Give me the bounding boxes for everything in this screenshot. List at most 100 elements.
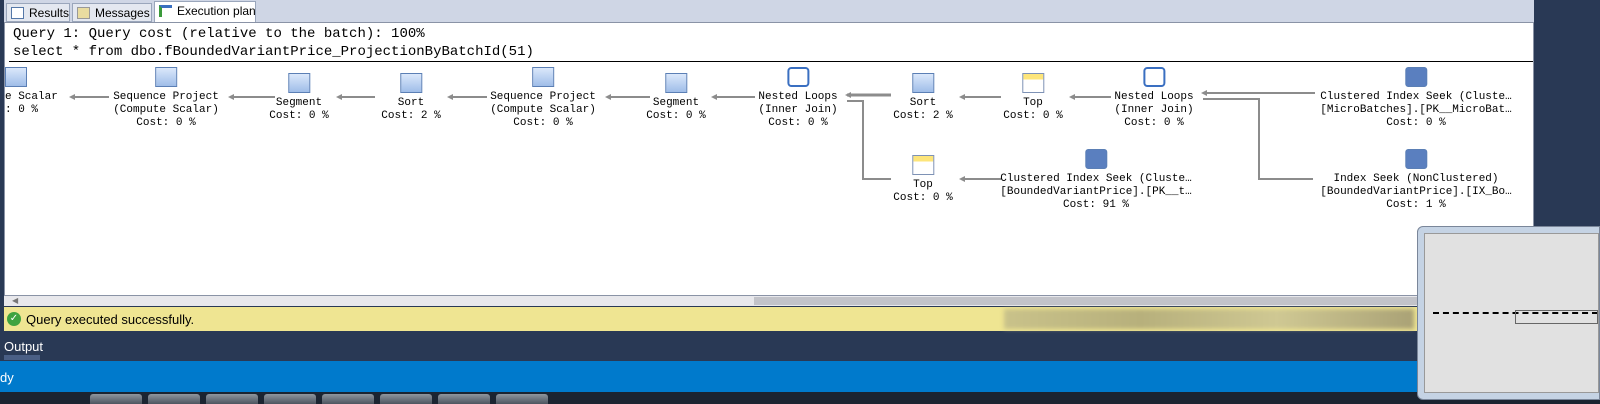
node-label: Nested Loops [1114, 91, 1194, 103]
arrow-head-icon [605, 94, 611, 100]
sort-icon [399, 73, 422, 93]
node-label: (Compute Scalar) [490, 104, 596, 116]
plan-node-index-seek[interactable]: Index Seek (NonClustered) [BoundedVariant… [1320, 149, 1512, 212]
nested-loops-icon [1143, 67, 1165, 87]
messages-icon [77, 7, 90, 19]
node-label: Cost: 2 % [893, 110, 953, 122]
node-label: [MicroBatches].[PK__MicroBat… [1320, 104, 1512, 116]
node-label: Top [913, 179, 933, 191]
floating-window-preview[interactable] [1417, 226, 1600, 400]
taskbar [0, 392, 1600, 404]
node-label: (Compute Scalar) [113, 104, 219, 116]
node-label: Cost: 0 % [1386, 117, 1446, 129]
scrollbar-thumb[interactable] [754, 297, 1534, 305]
plan-edge [847, 100, 891, 180]
arrow-head-icon [1069, 94, 1075, 100]
node-label: Cost: 0 % [136, 117, 196, 129]
segment-icon [664, 73, 687, 93]
plan-node-compute-scalar[interactable]: e Scalar: 0 % [5, 67, 58, 117]
blurred-connection-info [1004, 309, 1414, 329]
top-icon [911, 155, 934, 175]
plan-node-segment-1[interactable]: Segment Cost: 0 % [269, 73, 329, 123]
node-label: Cost: 0 % [646, 110, 706, 122]
sort-icon [911, 73, 934, 93]
node-label: Cost: 1 % [1386, 199, 1446, 211]
plan-node-clustered-index-seek-2[interactable]: Clustered Index Seek (Cluste… [BoundedVar… [1000, 149, 1192, 212]
plan-edge [1203, 98, 1313, 180]
tab-execution-plan[interactable]: Execution plan [154, 1, 256, 22]
status-message: Query executed successfully. [26, 312, 195, 327]
node-label: Index Seek (NonClustered) [1333, 173, 1499, 185]
tab-results[interactable]: Results [6, 3, 70, 22]
node-label: Cost: 0 % [513, 117, 573, 129]
execution-plan-icon [159, 5, 172, 17]
arrow-head-icon [228, 94, 234, 100]
plan-node-sequence-project-2[interactable]: Sequence Project (Compute Scalar) Cost: 0 … [490, 67, 596, 130]
node-label: (Inner Join) [1114, 104, 1194, 116]
plan-node-clustered-index-seek-1[interactable]: Clustered Index Seek (Cluste… [MicroBatch… [1320, 67, 1512, 130]
plan-header: Query 1: Query cost (relative to the bat… [13, 25, 534, 61]
taskbar-button[interactable] [90, 394, 142, 404]
node-label: Clustered Index Seek (Cluste… [1320, 91, 1512, 103]
segment-icon [287, 73, 310, 93]
nested-loops-icon [787, 67, 809, 87]
plan-node-sort-2[interactable]: Sort Cost: 2 % [893, 73, 953, 123]
top-icon [1021, 73, 1044, 93]
arrow-head-icon [447, 94, 453, 100]
node-label: Top [1023, 97, 1043, 109]
output-label: Output [4, 339, 44, 354]
node-label: Cost: 0 % [768, 117, 828, 129]
taskbar-button[interactable] [206, 394, 258, 404]
header-divider [9, 61, 1533, 62]
node-label: Segment [275, 97, 323, 109]
scroll-left-icon[interactable]: ◀ [12, 296, 19, 305]
plan-node-top-1[interactable]: Top Cost: 0 % [1003, 73, 1063, 123]
query-cost: Query 1: Query cost (relative to the bat… [13, 26, 425, 42]
compute-scalar-icon [5, 67, 27, 87]
node-label: : 0 % [5, 104, 39, 116]
taskbar-button[interactable] [438, 394, 490, 404]
taskbar-button[interactable] [380, 394, 432, 404]
node-label: Cost: 0 % [269, 110, 329, 122]
output-panel-tab[interactable]: Output [0, 331, 1420, 360]
plan-node-sort-1[interactable]: Sort Cost: 2 % [381, 73, 441, 123]
query-sql: select * from dbo.fBoundedVariantPrice_P… [13, 44, 534, 60]
tab-label: Execution plan [177, 4, 256, 18]
taskbar-button[interactable] [496, 394, 548, 404]
execution-plan-panel: Query 1: Query cost (relative to the bat… [4, 22, 1534, 296]
tab-messages[interactable]: Messages [72, 3, 152, 22]
arrow-head-icon [845, 92, 851, 98]
horizontal-scrollbar[interactable]: ◀ [4, 296, 1534, 306]
sequence-project-icon [155, 67, 177, 87]
node-label: Cost: 0 % [1124, 117, 1184, 129]
node-label: e Scalar [5, 91, 58, 103]
arrow-head-icon [1201, 90, 1207, 96]
plan-node-sequence-project-1[interactable]: Sequence Project (Compute Scalar) Cost: 0 … [113, 67, 219, 130]
node-label: Cost: 0 % [1003, 110, 1063, 122]
tab-label: Messages [95, 6, 150, 20]
success-check-icon: ✓ [7, 312, 21, 326]
node-label: Clustered Index Seek (Cluste… [1000, 173, 1192, 185]
arrow-head-icon [336, 94, 342, 100]
node-label: Sort [909, 97, 937, 109]
taskbar-button[interactable] [322, 394, 374, 404]
plan-node-segment-2[interactable]: Segment Cost: 0 % [646, 73, 706, 123]
arrow-head-icon [69, 94, 75, 100]
sequence-project-icon [532, 67, 554, 87]
node-label: Sequence Project [113, 91, 219, 103]
taskbar-button[interactable] [148, 394, 200, 404]
query-status-bar: ✓ Query executed successfully. [4, 307, 1420, 331]
tab-label: Results [29, 6, 70, 20]
plan-node-nested-loops-1[interactable]: Nested Loops (Inner Join) Cost: 0 % [758, 67, 838, 130]
ide-status-bar: dy [0, 361, 1420, 392]
clustered-index-seek-icon [1085, 149, 1107, 169]
node-label: Nested Loops [758, 91, 838, 103]
node-label: [BoundedVariantPrice].[IX_Bo… [1320, 186, 1512, 198]
node-label: Cost: 91 % [1062, 199, 1129, 211]
plan-node-top-2[interactable]: Top Cost: 0 % [893, 155, 953, 205]
node-label: Sequence Project [490, 91, 596, 103]
plan-edges [69, 90, 1315, 182]
plan-node-nested-loops-2[interactable]: Nested Loops (Inner Join) Cost: 0 % [1114, 67, 1194, 130]
node-label: Cost: 0 % [893, 192, 953, 204]
taskbar-button[interactable] [264, 394, 316, 404]
